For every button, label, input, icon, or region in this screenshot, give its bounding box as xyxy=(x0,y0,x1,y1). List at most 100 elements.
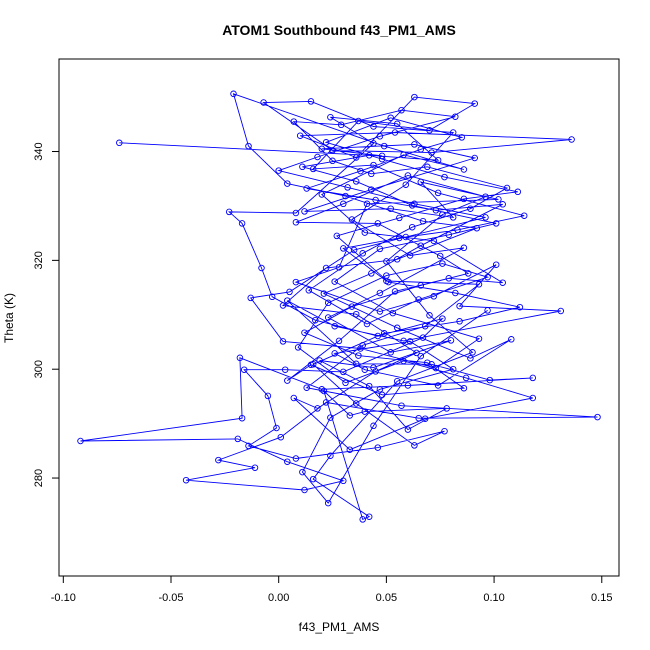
data-point xyxy=(404,426,412,433)
data-point xyxy=(301,486,308,494)
data-point xyxy=(314,153,321,161)
data-point xyxy=(372,196,379,204)
data-point xyxy=(342,192,349,200)
data-point xyxy=(492,220,500,227)
data-point xyxy=(449,365,457,373)
data-point xyxy=(484,307,491,314)
data-point xyxy=(393,377,401,385)
data-point xyxy=(277,433,285,441)
x-tick-label: 0.00 xyxy=(268,592,289,604)
data-point xyxy=(492,261,500,268)
data-point xyxy=(419,334,427,341)
data-point xyxy=(378,155,386,163)
data-point xyxy=(340,477,347,485)
data-point xyxy=(445,275,453,282)
data-point xyxy=(337,121,345,129)
data-point xyxy=(439,211,446,218)
data-point xyxy=(368,186,375,193)
data-point xyxy=(404,382,412,389)
data-point xyxy=(417,352,425,360)
data-point xyxy=(352,154,360,161)
data-point xyxy=(348,303,356,310)
data-point xyxy=(432,207,440,214)
data-point xyxy=(264,392,272,400)
data-point xyxy=(411,141,418,148)
data-point xyxy=(417,146,425,153)
data-point xyxy=(322,264,330,272)
data-point xyxy=(329,147,336,154)
data-point xyxy=(318,386,326,393)
data-point xyxy=(411,93,418,101)
data-point xyxy=(331,350,338,357)
data-point xyxy=(215,456,222,464)
data-point xyxy=(372,368,379,375)
data-point xyxy=(314,405,321,412)
data-point xyxy=(439,315,446,322)
data-point xyxy=(391,288,399,295)
data-point xyxy=(284,297,291,304)
data-point xyxy=(499,201,506,208)
data-point xyxy=(77,437,84,445)
data-point xyxy=(292,278,300,286)
data-point xyxy=(355,117,362,125)
data-point xyxy=(346,446,354,453)
data-point xyxy=(452,113,459,120)
data-point xyxy=(432,364,440,372)
data-point xyxy=(238,220,246,227)
data-point xyxy=(320,387,328,395)
data-point xyxy=(365,382,373,390)
data-point xyxy=(434,189,442,197)
data-point xyxy=(292,209,300,217)
data-point xyxy=(309,361,317,368)
data-point xyxy=(391,129,399,136)
data-point xyxy=(368,270,375,277)
data-point xyxy=(383,258,390,265)
data-point xyxy=(424,359,431,366)
data-point xyxy=(387,349,394,356)
data-point xyxy=(370,140,377,147)
data-point xyxy=(385,278,392,286)
data-point xyxy=(376,133,384,140)
data-point xyxy=(301,208,308,215)
x-tick-label: -0.10 xyxy=(51,592,76,604)
data-point xyxy=(380,142,388,150)
data-point xyxy=(361,229,369,236)
data-point xyxy=(236,354,244,362)
data-point xyxy=(516,303,524,311)
series-line xyxy=(80,93,598,521)
y-axis-label: Theta (K) xyxy=(2,293,16,343)
data-point xyxy=(352,400,360,407)
data-point xyxy=(387,114,394,122)
data-point xyxy=(301,329,308,336)
plot-frame xyxy=(58,58,620,577)
data-point xyxy=(413,349,420,357)
data-point xyxy=(482,214,489,221)
data-point xyxy=(359,342,366,349)
x-axis-label: f43_PM1_AMS xyxy=(299,620,380,634)
data-point xyxy=(417,242,425,249)
data-point xyxy=(234,435,242,443)
data-point xyxy=(290,394,298,402)
data-point xyxy=(299,163,306,171)
data-point xyxy=(404,172,412,179)
data-point xyxy=(406,338,414,345)
data-point xyxy=(557,307,565,315)
data-point xyxy=(374,220,382,227)
data-point xyxy=(340,245,347,252)
data-point xyxy=(316,357,323,364)
data-point xyxy=(335,264,343,271)
data-point xyxy=(363,320,371,328)
data-point xyxy=(482,193,489,200)
y-tick-label: 300 xyxy=(33,360,45,378)
data-point xyxy=(383,272,390,279)
data-point xyxy=(331,278,338,285)
data-point xyxy=(449,129,457,136)
plot-area xyxy=(77,90,601,523)
data-point xyxy=(471,100,478,107)
data-point xyxy=(415,414,422,422)
data-point xyxy=(340,200,347,208)
data-point xyxy=(238,414,246,422)
data-point xyxy=(426,312,433,319)
data-point xyxy=(335,337,343,345)
